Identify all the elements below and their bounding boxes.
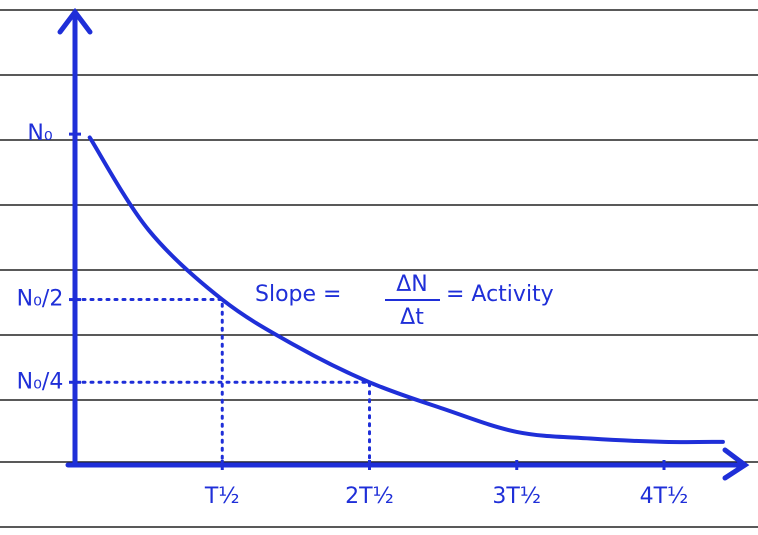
y-tick-label: N₀/2 — [17, 287, 64, 312]
annotation-denominator: Δt — [400, 305, 424, 330]
annotation-rhs: = Activity — [446, 282, 554, 307]
x-tick-label: T½ — [204, 484, 240, 509]
x-tick-label: 2T½ — [345, 484, 394, 509]
chart: Slope = ΔN Δt = Activity N₀/4 N₀/2 N₀ T½ 2T½… — [0, 0, 758, 535]
annotation-numerator: ΔN — [396, 272, 428, 297]
x-tick-label: 3T½ — [492, 484, 541, 509]
y-tick-label: N₀/4 — [17, 369, 64, 394]
annotation: Slope = ΔN Δt = Activity — [255, 272, 554, 330]
annotation-lhs: Slope = — [255, 282, 341, 307]
y-tick-label: N₀ — [27, 121, 52, 146]
paper-lines — [0, 10, 758, 527]
x-tick-label: 4T½ — [640, 484, 689, 509]
